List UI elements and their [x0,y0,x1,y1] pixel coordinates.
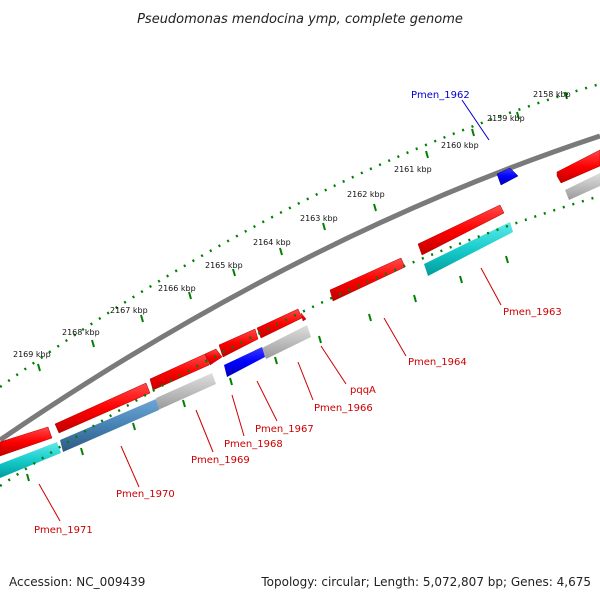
label-leader-lines [38,99,502,522]
genome-backbone [0,133,600,443]
feature-cyan [424,222,513,276]
ruler-label: 2160 kbp [441,141,479,150]
feature-cyan [0,442,61,478]
ruler-label: 2159 kbp [487,114,525,123]
ruler-label: 2163 kbp [300,214,338,223]
inner-ruler-major-ticks [26,255,509,482]
feature-grey [262,325,311,359]
gene-labels: Pmen_1962 Pmen_1963 Pmen_1964 pqqA Pmen_… [34,90,562,536]
feature-grey [565,173,600,200]
gene-arrow-forward [417,204,505,256]
gene-label-pqqa: pqqA [350,385,376,396]
feature-steel [60,399,159,452]
ruler-label: 2162 kbp [347,190,385,199]
inner-ruler-track [0,194,600,488]
gene-arrow-forward [256,308,303,339]
gene-label-pmen-1967: Pmen_1967 [255,424,314,435]
gene-arrow-blue [224,347,265,377]
gene-arrow-forward [556,149,600,184]
reverse-strand-features [0,173,600,478]
ruler-label: 2158 kbp [533,90,571,99]
feature-grey [156,373,216,410]
ruler-label: 2166 kbp [158,284,196,293]
gene-label-pmen-1963: Pmen_1963 [503,307,562,318]
ruler-label: 2169 kbp [13,350,51,359]
ruler-label: 2168 kbp [62,328,100,337]
gene-arrow-forward [54,382,151,434]
ruler-label: 2164 kbp [253,238,291,247]
ruler-label: 2167 kbp [110,306,148,315]
ruler-label: 2161 kbp [394,165,432,174]
gene-arrow-forward [204,348,223,366]
gene-arrow-forward [149,353,210,391]
gene-label-pmen-1968: Pmen_1968 [224,439,283,450]
genome-summary-text: Topology: circular; Length: 5,072,807 bp… [260,575,591,589]
accession-text: Accession: NC_009439 [9,575,145,589]
gene-arrow-pmen-1962 [496,167,519,186]
gene-label-pmen-1970: Pmen_1970 [116,489,175,500]
gene-label-pmen-1971: Pmen_1971 [34,525,93,536]
ruler-labels: 2158 kbp 2159 kbp 2160 kbp 2161 kbp 2162… [13,90,571,359]
gene-label-pmen-1966: Pmen_1966 [314,403,373,414]
gene-arrow-forward [218,328,259,358]
gene-arrow-forward [0,426,53,457]
gene-label-pmen-1964: Pmen_1964 [408,357,467,368]
gene-label-pmen-1962: Pmen_1962 [411,90,470,101]
ruler-label: 2165 kbp [205,261,243,270]
map-title: Pseudomonas mendocina ymp, complete geno… [137,12,463,27]
gene-arrow-forward [300,312,307,322]
gene-label-pmen-1969: Pmen_1969 [191,455,250,466]
forward-strand-genes [0,149,600,457]
outer-ruler-major-ticks [37,91,568,372]
